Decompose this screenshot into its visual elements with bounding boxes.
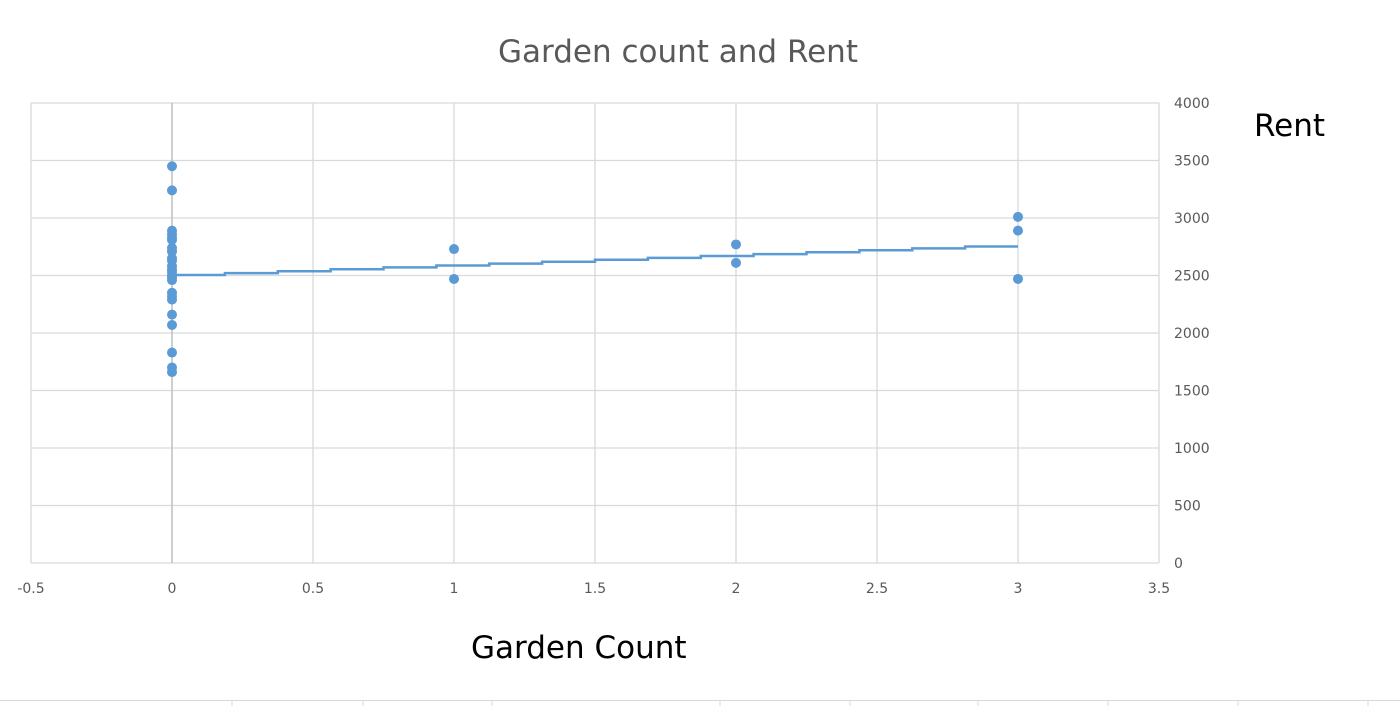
y-tick-label: 3000 bbox=[1174, 211, 1210, 227]
data-point bbox=[167, 294, 177, 305]
y-tick-labels: 0 500 1000 1500 2000 2500 3000 3500 4000 bbox=[1174, 96, 1210, 572]
data-point bbox=[167, 367, 177, 378]
data-point bbox=[167, 275, 177, 286]
data-point bbox=[731, 239, 741, 250]
data-point bbox=[167, 185, 177, 196]
y-tick-label: 0 bbox=[1174, 556, 1183, 572]
x-tick-label: -0.5 bbox=[17, 581, 44, 597]
data-points bbox=[167, 161, 1023, 378]
x-tick-labels: -0.5 0 0.5 1 1.5 2 2.5 3 3.5 bbox=[17, 581, 1170, 597]
x-tick-label: 3 bbox=[1014, 581, 1023, 597]
data-point bbox=[449, 273, 459, 284]
y-tick-label: 2500 bbox=[1174, 269, 1210, 285]
y-tick-label: 500 bbox=[1174, 499, 1201, 515]
data-point bbox=[167, 347, 177, 358]
bottom-cell-border bbox=[0, 700, 1400, 706]
data-point bbox=[1013, 225, 1023, 236]
y-tick-label: 1500 bbox=[1174, 384, 1210, 400]
data-point bbox=[449, 244, 459, 255]
trendline-group bbox=[172, 245, 1018, 277]
x-tick-label: 2 bbox=[732, 581, 741, 597]
x-tick-label: 0.5 bbox=[302, 581, 324, 597]
data-point bbox=[167, 246, 177, 257]
trendline bbox=[172, 245, 1018, 277]
data-point bbox=[1013, 273, 1023, 284]
x-axis-label: Garden Count bbox=[471, 630, 687, 666]
x-tick-label: 3.5 bbox=[1148, 581, 1170, 597]
y-tick-label: 2000 bbox=[1174, 326, 1210, 342]
data-point bbox=[731, 257, 741, 268]
y-tick-label: 1000 bbox=[1174, 441, 1210, 457]
y-tick-label: 3500 bbox=[1174, 154, 1210, 170]
x-tick-label: 1 bbox=[450, 581, 459, 597]
data-point bbox=[1013, 211, 1023, 222]
data-point bbox=[167, 161, 177, 172]
chart-title: Garden count and Rent bbox=[498, 34, 858, 70]
data-point bbox=[167, 309, 177, 320]
x-tick-label: 1.5 bbox=[584, 581, 606, 597]
horizontal-gridlines bbox=[31, 102, 1159, 564]
x-tick-label: 0 bbox=[168, 581, 177, 597]
x-tick-label: 2.5 bbox=[866, 581, 888, 597]
data-point bbox=[167, 234, 177, 245]
data-point bbox=[167, 319, 177, 330]
y-tick-label: 4000 bbox=[1174, 96, 1210, 112]
y-axis-label: Rent bbox=[1254, 108, 1326, 144]
